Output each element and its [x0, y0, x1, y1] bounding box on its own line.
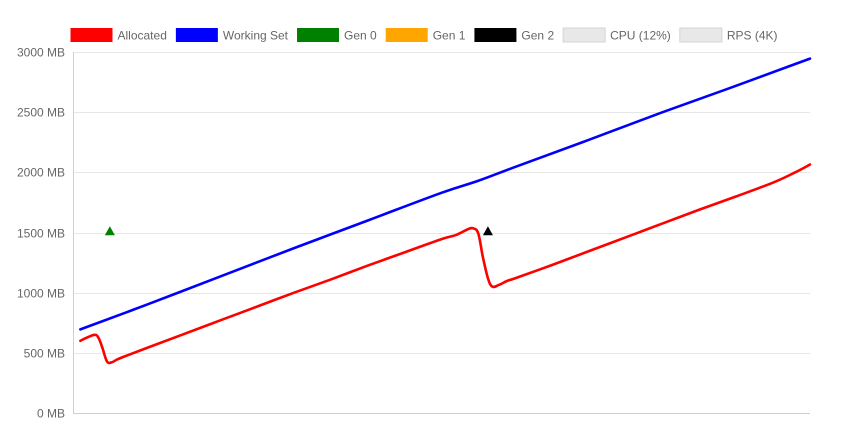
- gen-2-marker: [482, 226, 493, 236]
- legend: Allocated Working Set Gen 0 Gen 1 Gen 2 CPU (…: [70, 27, 778, 43]
- legend-item-allocated[interactable]: Allocated: [70, 28, 167, 43]
- legend-label: CPU (12%): [610, 29, 671, 43]
- series-line-allocated: [79, 163, 812, 365]
- y-tick-label: 2000 MB: [17, 166, 65, 180]
- y-tick-label: 2500 MB: [17, 106, 65, 120]
- y-axis-ticks: 0 MB 500 MB 1000 MB 1500 MB 2000 MB 2500 MB 30…: [17, 46, 65, 421]
- legend-item-gen-0[interactable]: Gen 0: [297, 28, 377, 43]
- legend-label: Gen 1: [433, 29, 466, 43]
- gen-0-marker: [104, 226, 115, 236]
- y-tick-label: 0 MB: [37, 407, 65, 421]
- y-grid: [73, 52, 810, 354]
- legend-item-gen-1[interactable]: Gen 1: [385, 28, 466, 43]
- legend-item-gen-2[interactable]: Gen 2: [474, 28, 554, 43]
- legend-label: Allocated: [118, 29, 167, 43]
- legend-swatch: [474, 28, 517, 42]
- legend-label: RPS (4K): [727, 29, 778, 43]
- legend-item-working-set[interactable]: Working Set: [175, 28, 289, 43]
- legend-swatch: [385, 28, 428, 42]
- legend-label: Gen 2: [521, 29, 554, 43]
- legend-swatch: [562, 27, 606, 43]
- y-tick-label: 1500 MB: [17, 227, 65, 241]
- legend-swatch: [297, 28, 340, 42]
- y-tick-label: 1000 MB: [17, 287, 65, 301]
- legend-item-rps-4k[interactable]: RPS (4K): [679, 27, 778, 43]
- y-tick-label: 3000 MB: [17, 46, 65, 60]
- series-line-working-set: [79, 57, 812, 331]
- legend-label: Gen 0: [344, 29, 377, 43]
- legend-swatch: [679, 27, 723, 43]
- y-tick-label: 500 MB: [24, 347, 65, 361]
- legend-item-cpu-12[interactable]: CPU (12%): [562, 27, 671, 43]
- legend-label: Working Set: [223, 29, 289, 43]
- legend-swatch: [175, 28, 218, 42]
- legend-swatch: [70, 28, 113, 42]
